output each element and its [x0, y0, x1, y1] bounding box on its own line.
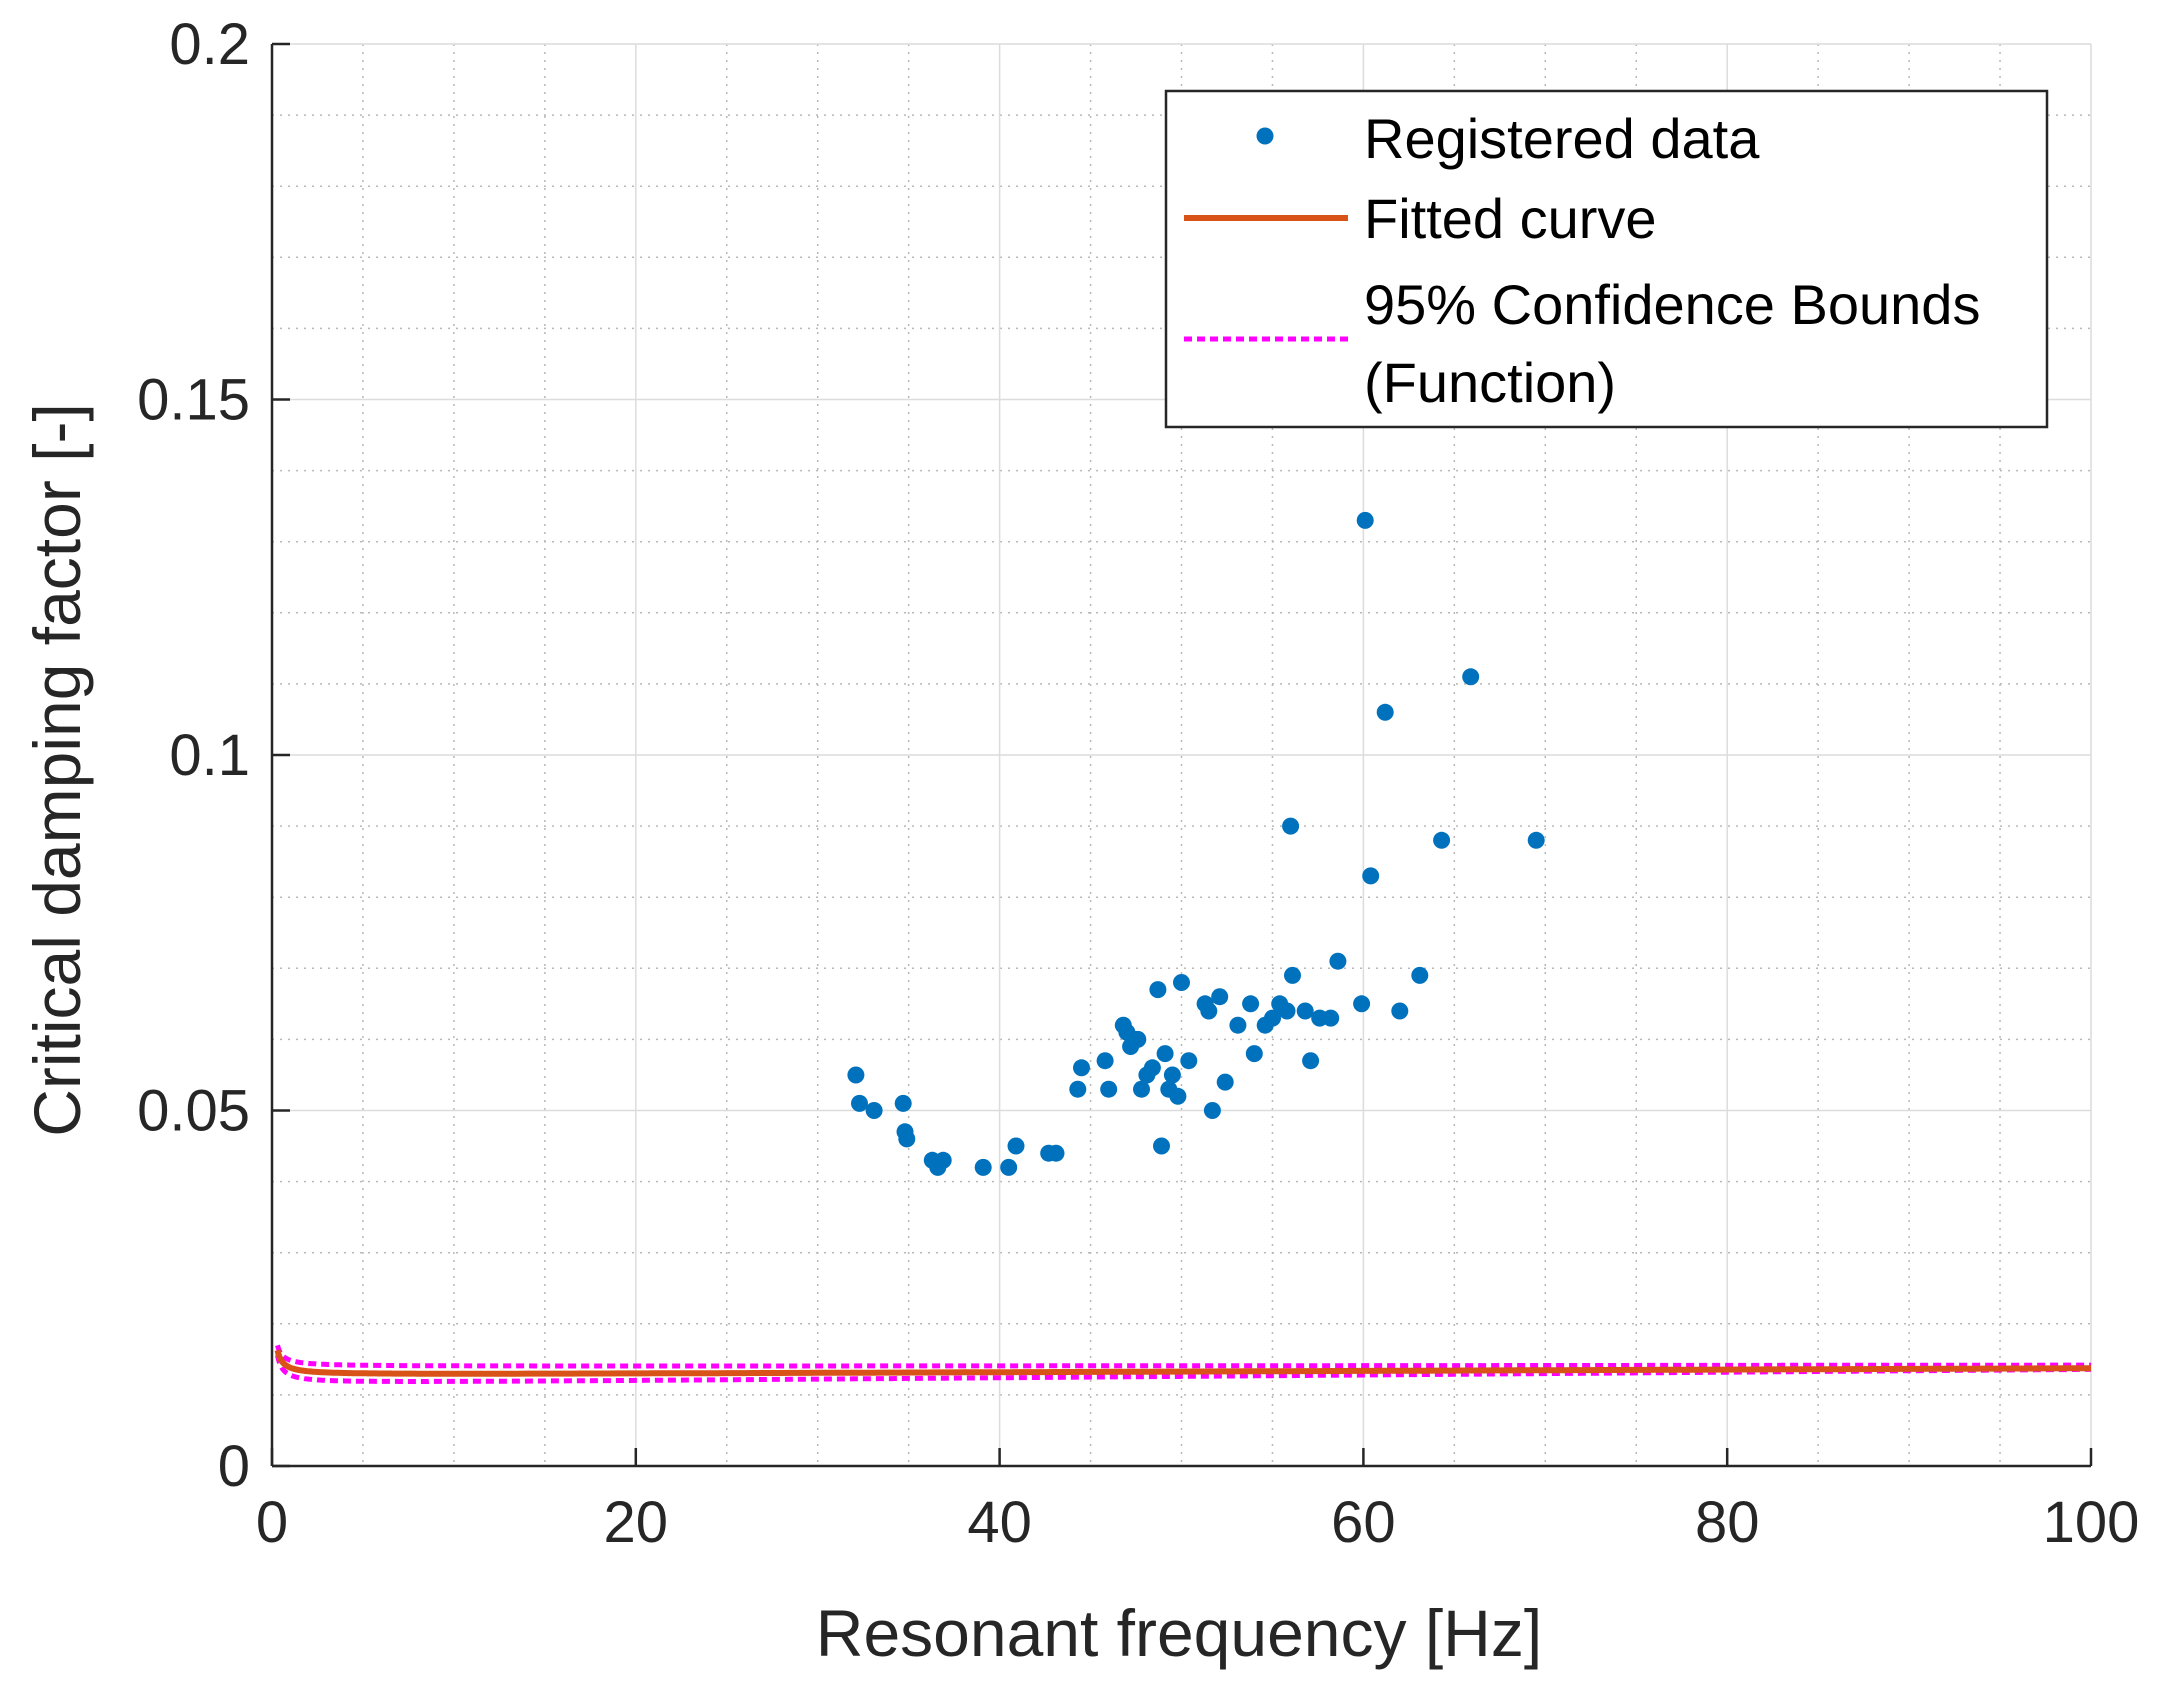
data-point: [1433, 831, 1451, 849]
data-point: [865, 1102, 883, 1119]
data-point: [934, 1151, 952, 1169]
data-point: [1000, 1158, 1018, 1176]
data-point: [1180, 1052, 1198, 1070]
x-tick-label: 0: [256, 1490, 288, 1555]
data-point: [1096, 1052, 1114, 1070]
x-tick-label: 60: [1331, 1490, 1396, 1555]
data-point: [974, 1158, 992, 1176]
data-point: [1376, 703, 1394, 721]
y-tick-label: 0.05: [137, 1079, 250, 1144]
legend-label-registered-data: Registered data: [1364, 107, 1760, 170]
data-point: [1211, 988, 1229, 1006]
data-point: [894, 1094, 912, 1112]
data-point: [1169, 1087, 1187, 1105]
data-point: [1242, 995, 1260, 1013]
data-point: [1163, 1066, 1181, 1084]
y-tick-label: 0.1: [169, 723, 250, 788]
x-axis-title: Resonant frequency [Hz]: [816, 1596, 1542, 1670]
data-point: [1100, 1080, 1118, 1098]
data-point: [1284, 966, 1301, 984]
data-point: [1200, 1002, 1218, 1020]
data-point: [1282, 817, 1300, 835]
data-point: [1229, 1016, 1247, 1034]
data-point: [851, 1094, 868, 1112]
data-point: [1216, 1073, 1234, 1091]
data-point: [1329, 952, 1347, 970]
x-tick-label: 80: [1695, 1490, 1760, 1555]
fitted-curve-line: [274, 1349, 2091, 1377]
data-point: [1203, 1102, 1221, 1119]
axes: [270, 42, 2093, 1468]
data-point: [1322, 1009, 1340, 1027]
data-point: [1073, 1059, 1090, 1077]
data-point: [898, 1130, 916, 1148]
x-tick-label: 40: [967, 1490, 1032, 1555]
data-point: [1278, 1002, 1296, 1020]
confidence-bounds: [275, 1344, 2091, 1384]
data-point: [1153, 1137, 1170, 1155]
data-point: [1356, 511, 1374, 529]
y-tick-label: 0.2: [169, 12, 250, 77]
legend-label-confidence-bounds-line2: (Function): [1364, 351, 1616, 414]
legend-label-fitted-curve: Fitted curve: [1364, 187, 1657, 250]
data-point: [1411, 966, 1429, 984]
data-point: [847, 1066, 865, 1084]
y-tick-label: 0: [218, 1434, 250, 1499]
data-point: [1149, 981, 1167, 999]
legend-marker-registered-data: [1256, 127, 1274, 145]
tick-labels: 0 20 40 60 80 100 0 0.05 0.1 0.15 0.2: [137, 12, 2139, 1555]
data-point: [1462, 668, 1480, 686]
data-point: [1173, 974, 1190, 991]
data-point: [1391, 1002, 1409, 1020]
data-point: [1047, 1144, 1065, 1162]
legend: Registered data Fitted curve 95% Confide…: [1164, 89, 2049, 429]
y-axis-title: Critical damping factor [-]: [20, 403, 94, 1137]
data-point: [1296, 1002, 1314, 1020]
x-tick-label: 100: [2043, 1490, 2140, 1555]
x-tick-label: 20: [604, 1490, 669, 1555]
y-tick-label: 0.15: [137, 368, 250, 433]
data-point: [1069, 1080, 1087, 1098]
legend-box: [1164, 89, 2049, 429]
registered-data-points: [847, 511, 1545, 1176]
data-point: [1353, 995, 1371, 1013]
data-point: [1156, 1045, 1174, 1063]
upper-confidence-bound-line: [275, 1344, 2091, 1369]
data-point: [1527, 831, 1545, 849]
fitted-curve-layer: [274, 1349, 2091, 1377]
data-point: [1129, 1030, 1147, 1048]
data-point: [1245, 1045, 1263, 1063]
data-point: [1264, 1009, 1281, 1027]
legend-label-confidence-bounds-line1: 95% Confidence Bounds: [1364, 273, 1980, 336]
lower-confidence-bound-line: [275, 1354, 2091, 1384]
data-point: [1302, 1052, 1320, 1070]
data-point: [1362, 867, 1380, 885]
data-point: [1007, 1137, 1025, 1155]
data-point: [1133, 1080, 1150, 1098]
data-point: [1143, 1059, 1161, 1077]
